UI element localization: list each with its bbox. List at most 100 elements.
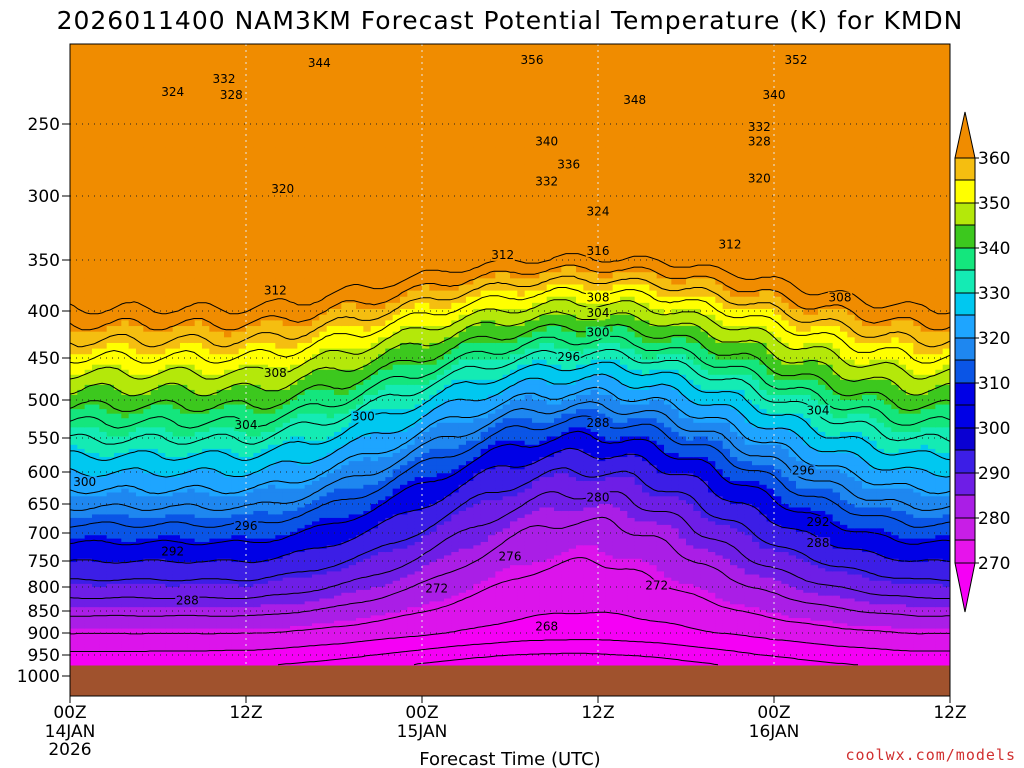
field-cell xyxy=(121,657,130,661)
field-cell xyxy=(297,278,306,286)
field-cell xyxy=(143,580,152,585)
field-cell xyxy=(282,111,291,122)
field-cell xyxy=(92,155,100,165)
field-cell xyxy=(202,272,210,279)
field-cell xyxy=(341,652,350,656)
field-cell xyxy=(70,147,78,157)
field-cell xyxy=(180,607,188,611)
field-cell xyxy=(312,252,320,261)
field-cell xyxy=(246,444,254,450)
field-cell xyxy=(70,620,78,624)
field-cell xyxy=(92,524,100,529)
field-cell xyxy=(275,587,284,591)
field-cell xyxy=(253,649,262,653)
field-cell xyxy=(165,662,174,666)
field-cell xyxy=(216,660,225,664)
field-cell xyxy=(99,155,108,165)
field-cell xyxy=(297,314,306,321)
field-cell xyxy=(114,260,122,267)
field-cell xyxy=(209,510,218,516)
field-cell xyxy=(312,229,320,238)
field-cell xyxy=(209,82,218,93)
field-cell xyxy=(290,535,298,540)
field-cell xyxy=(114,379,122,386)
field-cell xyxy=(209,580,218,585)
field-cell xyxy=(92,587,100,591)
field-cell xyxy=(121,229,130,238)
field-cell xyxy=(341,440,350,446)
field-cell xyxy=(253,574,262,579)
field-cell xyxy=(297,320,306,327)
field-cell xyxy=(253,448,262,454)
field-cell xyxy=(70,364,78,371)
field-cell xyxy=(304,436,313,442)
field-cell xyxy=(143,120,152,131)
field-cell xyxy=(150,604,159,608)
field-cell xyxy=(143,266,152,273)
field-cell xyxy=(275,427,284,433)
field-cell xyxy=(297,604,306,608)
field-cell xyxy=(260,444,269,450)
field-cell xyxy=(216,400,225,406)
field-cell xyxy=(202,342,210,350)
field-cell xyxy=(194,562,203,566)
field-cell xyxy=(165,535,174,540)
field-cell xyxy=(216,418,225,424)
field-cell xyxy=(326,452,335,458)
field-cell xyxy=(202,266,210,273)
field-cell xyxy=(209,302,218,310)
field-cell xyxy=(341,181,350,191)
field-cell xyxy=(92,510,100,516)
field-cell xyxy=(319,535,328,540)
field-cell xyxy=(209,625,218,630)
field-cell xyxy=(253,610,262,614)
field-cell xyxy=(326,260,335,267)
field-cell xyxy=(238,181,247,191)
field-cell xyxy=(326,72,335,83)
field-cell xyxy=(165,147,174,157)
field-cell xyxy=(224,555,232,560)
field-cell xyxy=(77,592,86,597)
field-cell xyxy=(253,229,262,238)
field-cell xyxy=(172,190,181,200)
field-cell xyxy=(231,320,240,327)
field-cell xyxy=(77,236,86,246)
field-cell xyxy=(231,587,240,591)
field-cell xyxy=(121,389,130,396)
field-cell xyxy=(84,236,93,246)
field-cell xyxy=(99,521,108,526)
field-cell xyxy=(290,331,298,338)
field-cell xyxy=(246,618,254,622)
field-cell xyxy=(150,457,159,462)
field-cell xyxy=(106,290,115,298)
field-cell xyxy=(136,562,144,566)
field-cell xyxy=(194,521,203,526)
field-cell xyxy=(172,427,181,433)
field-cell xyxy=(106,206,115,215)
field-cell xyxy=(70,155,78,165)
field-cell xyxy=(136,53,144,64)
field-cell xyxy=(114,504,122,509)
field-cell xyxy=(99,389,108,396)
field-cell xyxy=(180,480,188,486)
field-cell xyxy=(180,612,188,616)
field-cell xyxy=(128,320,137,327)
field-cell xyxy=(216,379,225,386)
field-cell xyxy=(341,422,350,428)
field-cell xyxy=(114,314,122,321)
field-cell xyxy=(238,308,247,316)
field-cell xyxy=(209,587,218,591)
field-cell xyxy=(84,655,93,659)
field-cell xyxy=(92,369,100,376)
field-cell xyxy=(150,492,159,497)
field-cell xyxy=(150,436,159,442)
field-cell xyxy=(312,565,320,569)
field-cell xyxy=(290,326,298,333)
field-cell xyxy=(268,101,276,112)
field-cell xyxy=(70,589,78,594)
field-cell xyxy=(158,206,166,215)
field-cell xyxy=(84,221,93,230)
field-cell xyxy=(326,308,335,316)
field-cell xyxy=(187,452,196,458)
field-cell xyxy=(341,592,350,597)
